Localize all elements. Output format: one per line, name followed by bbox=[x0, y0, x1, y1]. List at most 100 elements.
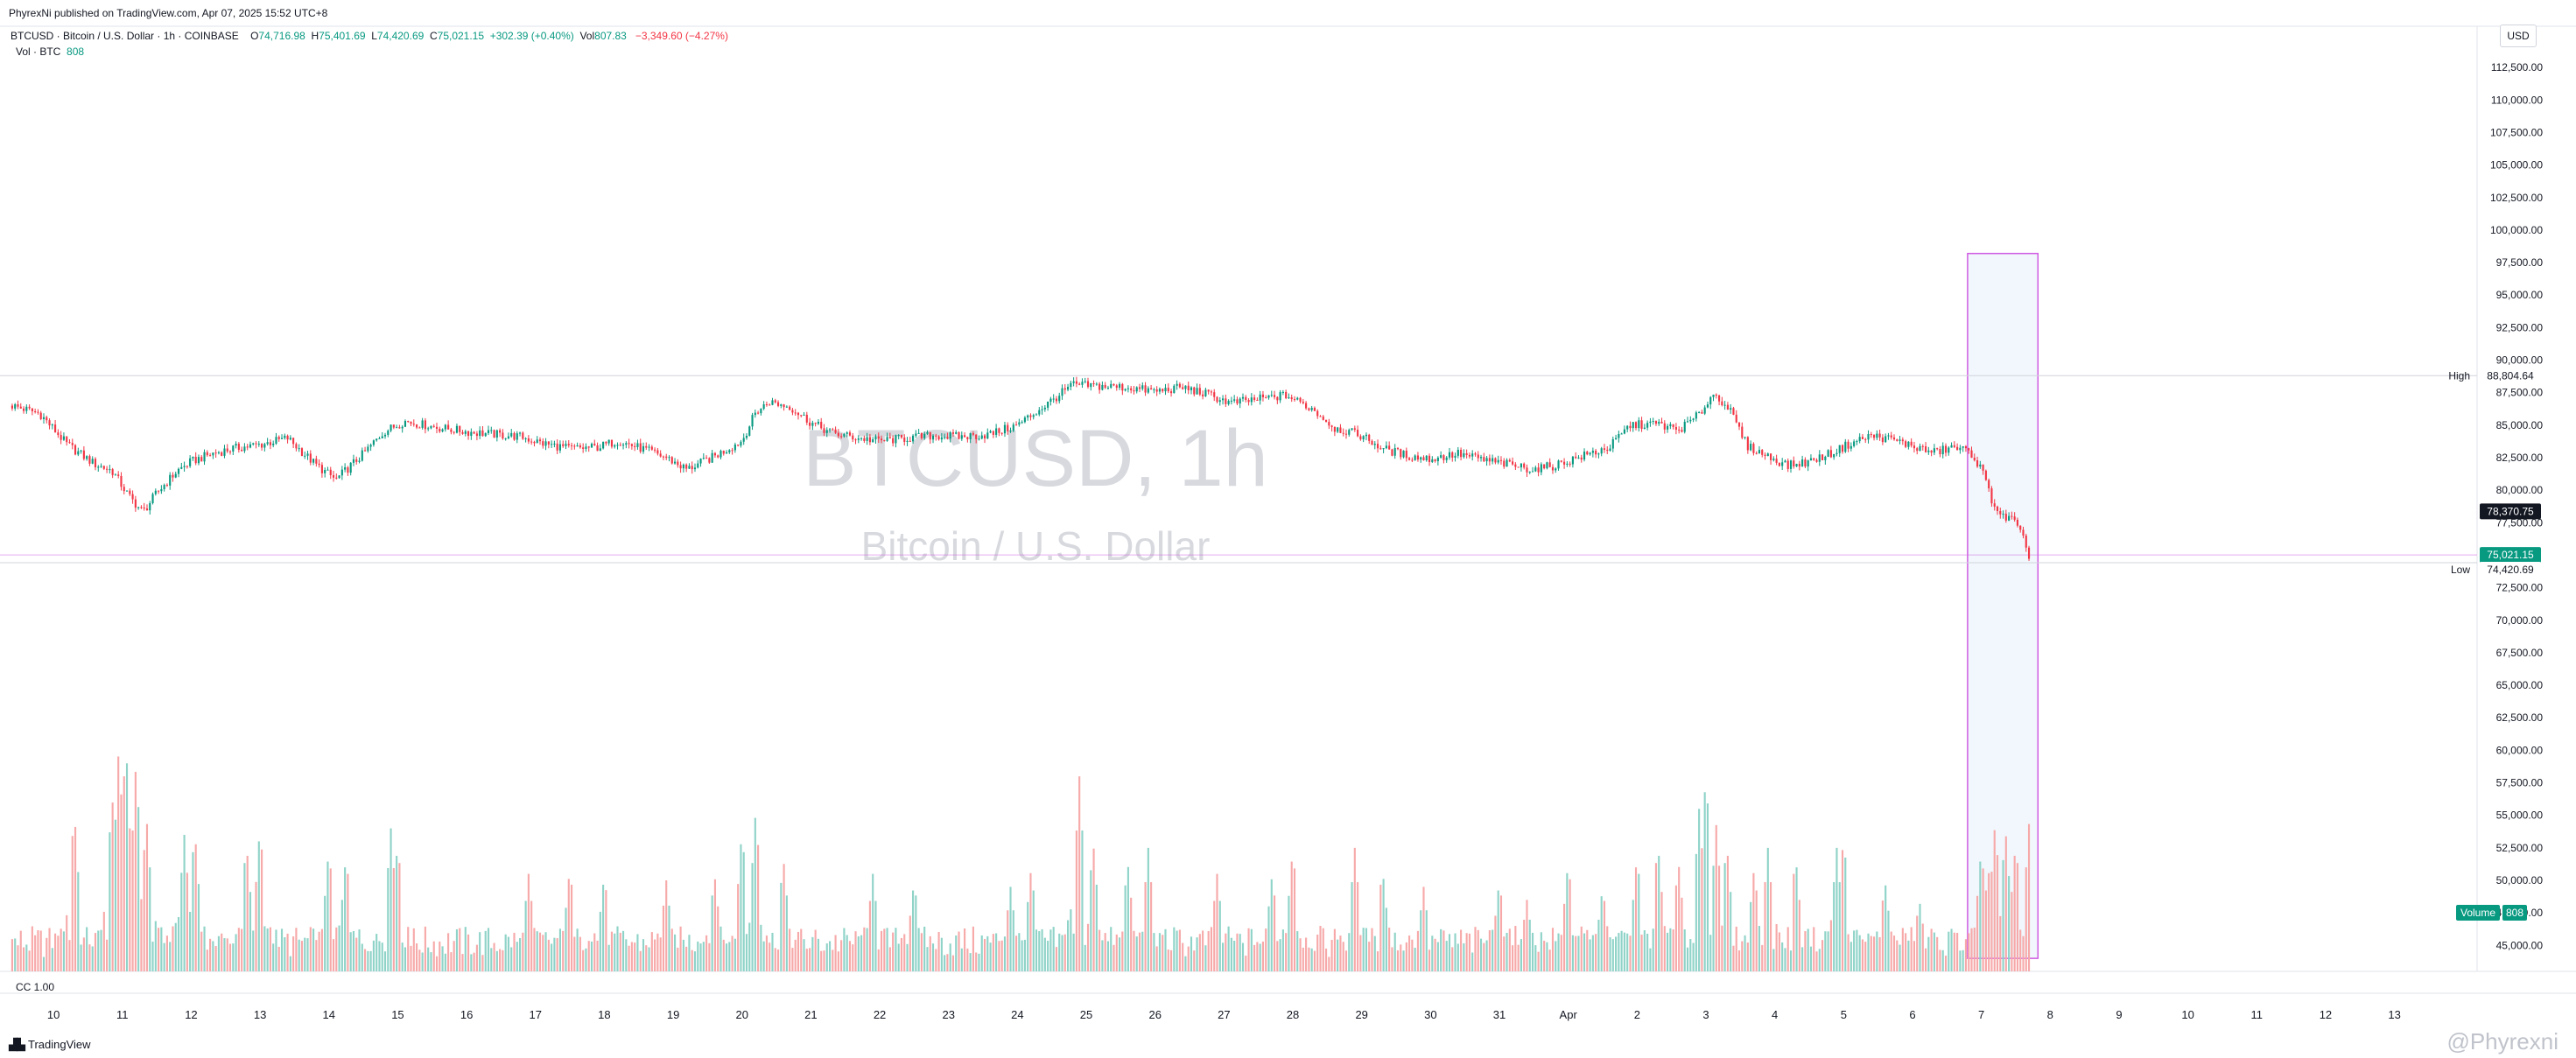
candle-body bbox=[392, 424, 395, 428]
candle-body bbox=[1732, 408, 1735, 415]
volume-bar bbox=[275, 929, 277, 971]
volume-bar bbox=[1302, 947, 1304, 971]
volume-bar bbox=[54, 933, 57, 971]
volume-bar bbox=[1546, 942, 1548, 971]
volume-bar bbox=[1164, 928, 1167, 971]
volume-bar bbox=[1948, 931, 1950, 971]
volume-bar bbox=[435, 956, 439, 971]
candle-body bbox=[1253, 397, 1256, 400]
time-axis-label: 7 bbox=[1978, 1008, 1984, 1021]
volume-bar bbox=[335, 927, 338, 971]
candle-body bbox=[1939, 449, 1941, 455]
cc-indicator-legend[interactable]: CC 1.00 bbox=[16, 981, 55, 993]
volume-bar bbox=[1376, 951, 1379, 971]
volume-bar bbox=[1012, 910, 1014, 971]
volume-bar bbox=[1086, 923, 1090, 971]
candle-body bbox=[769, 404, 771, 406]
volume-bar bbox=[42, 956, 46, 971]
volume-title[interactable]: Vol · BTC bbox=[16, 46, 61, 58]
candle-body bbox=[1824, 456, 1827, 460]
candle-body bbox=[487, 430, 490, 433]
candle-body bbox=[1494, 458, 1497, 463]
candle-body bbox=[1654, 421, 1658, 424]
candle-body bbox=[1468, 454, 1470, 457]
candle-body bbox=[1730, 408, 1732, 410]
candle-body bbox=[837, 432, 839, 437]
volume-bar bbox=[1247, 928, 1250, 971]
volume-bar bbox=[1330, 939, 1333, 971]
candle-body bbox=[1047, 402, 1049, 408]
volume-bar bbox=[636, 934, 639, 971]
highlight-rectangle[interactable] bbox=[1967, 252, 2039, 959]
candle-body bbox=[51, 424, 53, 426]
volume-bar bbox=[1896, 940, 1899, 971]
candle-body bbox=[1537, 467, 1540, 473]
volume-bar bbox=[286, 933, 289, 971]
volume-bar bbox=[1342, 942, 1344, 971]
volume-bar bbox=[1652, 928, 1654, 971]
candle-body bbox=[1167, 388, 1169, 392]
volume-bar bbox=[619, 932, 621, 971]
volume-bar bbox=[1098, 929, 1101, 971]
price-axis-label: 80,000.00 bbox=[2496, 484, 2544, 496]
time-axis-label: 10 bbox=[47, 1008, 60, 1021]
candle-body bbox=[1425, 455, 1428, 460]
tradingview-label: TradingView bbox=[28, 1038, 91, 1051]
time-axis-label: 24 bbox=[1011, 1008, 1023, 1021]
volume-bar bbox=[713, 879, 716, 971]
volume-bar bbox=[189, 911, 192, 971]
candle-body bbox=[1629, 425, 1632, 429]
volume-bar bbox=[917, 928, 920, 971]
candle-body bbox=[2008, 515, 2011, 521]
candle-body bbox=[1182, 387, 1184, 389]
candle-body bbox=[306, 453, 309, 456]
candle-body bbox=[1095, 383, 1098, 385]
currency-button[interactable]: USD bbox=[2500, 25, 2537, 47]
volume-bar bbox=[1027, 901, 1029, 971]
volume-bar bbox=[1672, 929, 1674, 971]
time-axis-label: 16 bbox=[460, 1008, 473, 1021]
volume-bar bbox=[940, 937, 943, 971]
candle-body bbox=[1153, 389, 1155, 390]
candle-body bbox=[1023, 417, 1026, 423]
candle-body bbox=[797, 412, 800, 416]
volume-bar bbox=[1405, 942, 1407, 971]
volume-bar bbox=[1970, 928, 1973, 971]
candle-body bbox=[1681, 430, 1683, 432]
candle-body bbox=[1101, 384, 1104, 390]
candle-body bbox=[1330, 425, 1333, 427]
volume-bar bbox=[877, 949, 880, 971]
symbol-name[interactable]: BTCUSD · Bitcoin / U.S. Dollar · 1h · CO… bbox=[11, 30, 239, 42]
candle-body bbox=[1632, 422, 1634, 429]
high-price-label: 88,804.64 bbox=[2487, 369, 2534, 382]
candle-body bbox=[424, 420, 426, 430]
candle-body bbox=[1821, 454, 1824, 460]
candle-body bbox=[1029, 415, 1032, 417]
price-axis-label: 45,000.00 bbox=[2496, 939, 2544, 951]
volume-bar bbox=[725, 943, 728, 971]
candle-body bbox=[972, 433, 974, 435]
volume-bar bbox=[1686, 947, 1689, 971]
volume-bar bbox=[1640, 935, 1643, 971]
candle-body bbox=[464, 431, 467, 434]
candle-body bbox=[1075, 381, 1077, 384]
volume-bar bbox=[1032, 890, 1035, 971]
volume-bar bbox=[1615, 936, 1618, 971]
volume-bar bbox=[1351, 882, 1353, 971]
volume-bar bbox=[1864, 942, 1867, 971]
volume-bar bbox=[1996, 855, 1999, 971]
candle-body bbox=[668, 457, 670, 459]
volume-bar bbox=[863, 927, 866, 971]
candle-body bbox=[903, 437, 906, 442]
candle-body bbox=[1878, 433, 1881, 438]
volume-bar bbox=[1127, 866, 1129, 971]
volume-bar bbox=[866, 928, 868, 971]
candle-body bbox=[1187, 385, 1190, 390]
candle-body bbox=[1499, 459, 1503, 461]
volume-bar bbox=[1603, 900, 1606, 971]
volume-bar bbox=[120, 794, 123, 971]
candle-body bbox=[1577, 457, 1580, 459]
volume-bar bbox=[1968, 933, 1970, 971]
current-price-label-bg bbox=[2480, 547, 2541, 564]
